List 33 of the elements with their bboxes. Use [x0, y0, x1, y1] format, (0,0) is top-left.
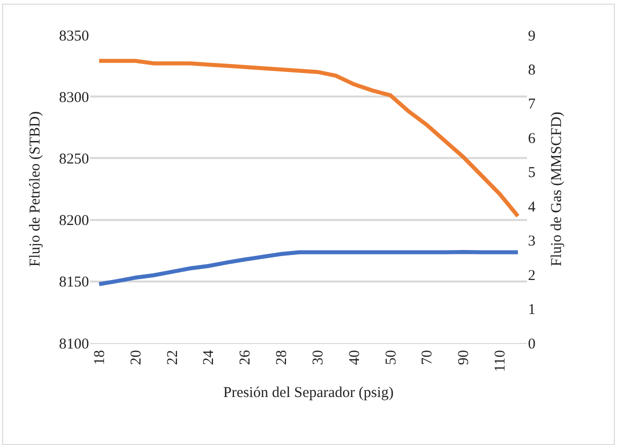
x-tick-label: 24 — [201, 350, 218, 365]
y-axis-title: Flujo de Petróleo (STBD) — [27, 111, 44, 267]
y-tick-label: 8200 — [59, 213, 89, 230]
y2-tick-label: 6 — [528, 130, 536, 147]
y2-tick-label: 9 — [528, 28, 536, 44]
line-series — [97, 250, 520, 286]
y2-tick-label: 2 — [528, 268, 536, 284]
y-tick-label: 8250 — [59, 151, 89, 168]
y-tick-label: 8100 — [59, 336, 89, 352]
y2-tick-label: 0 — [528, 336, 536, 352]
y2-tick-label: 5 — [528, 165, 536, 182]
x-tick-label: 18 — [92, 350, 108, 365]
y2-tick-label: 7 — [528, 96, 536, 113]
x-tick-label: 110 — [492, 350, 509, 372]
y-tick-label: 8350 — [59, 28, 89, 44]
x-tick-label: 30 — [310, 350, 326, 365]
x-tick-label: 90 — [456, 350, 472, 365]
x-tick-label: 70 — [420, 350, 436, 365]
y2-tick-label: 8 — [528, 62, 536, 78]
y-tick-label: 8300 — [59, 90, 89, 106]
y-tick-label: 8150 — [59, 274, 89, 291]
x-tick-label: 26 — [238, 350, 254, 365]
y2-tick-label: 1 — [528, 302, 536, 318]
x-tick-label: 28 — [274, 350, 290, 365]
y2-tick-label: 3 — [528, 234, 536, 250]
x-tick-label: 40 — [346, 350, 363, 365]
x-tick-label: 50 — [383, 350, 400, 365]
line-series — [97, 58, 520, 218]
y2-axis-title: Flujo de Gas (MMSCFD) — [549, 112, 565, 266]
x-tick-label: 20 — [128, 350, 144, 365]
x-tick-label: 22 — [164, 350, 181, 365]
x-axis-title: Presión del Separador (psig) — [223, 384, 394, 401]
y2-tick-label: 4 — [528, 199, 536, 216]
